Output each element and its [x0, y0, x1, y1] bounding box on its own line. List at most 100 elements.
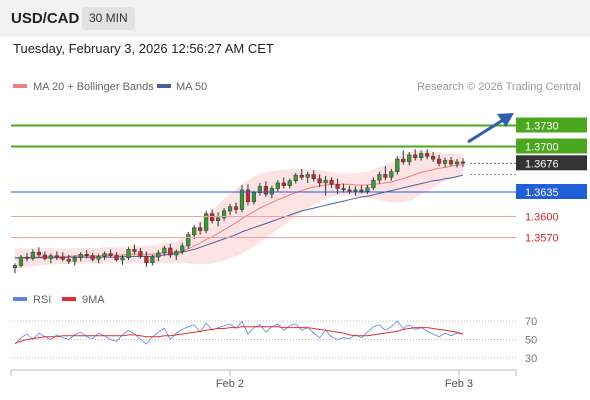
candle-body: [36, 251, 41, 256]
resistance-tag: [516, 117, 587, 133]
candle: [347, 185, 352, 195]
candle-body: [448, 160, 454, 165]
rsi-tick-label: 50: [525, 335, 537, 347]
candle-body: [263, 186, 268, 195]
candle-body: [24, 256, 30, 259]
candle-body: [437, 158, 442, 164]
candle: [72, 255, 77, 266]
ma50-legend-label: MA 50: [176, 81, 207, 93]
candle: [198, 222, 203, 235]
candle: [395, 156, 400, 175]
rsi-panel: 70 50 30: [11, 316, 537, 365]
candle: [138, 248, 143, 259]
candle-body: [305, 174, 310, 178]
candle-body: [180, 245, 185, 252]
rsi-tick-label: 70: [525, 316, 537, 328]
candle: [425, 149, 430, 160]
bollinger-band-area: [15, 150, 463, 269]
candle: [377, 171, 382, 184]
candle-body: [239, 189, 245, 210]
candle-body: [168, 247, 173, 256]
candle: [108, 249, 113, 258]
candle-body: [114, 255, 119, 261]
candle-body: [269, 188, 274, 195]
ma9-legend-label: 9MA: [82, 294, 105, 306]
resistance-tag-label: 1.3700: [525, 142, 559, 154]
symbol-title: USD/CAD: [11, 10, 80, 27]
candle-body: [156, 252, 161, 258]
candle-body: [102, 253, 107, 257]
pivot-tag: [516, 184, 587, 199]
candle: [174, 249, 179, 260]
candle: [60, 252, 65, 262]
candle: [78, 252, 83, 262]
candle-body: [66, 258, 71, 262]
candle: [204, 210, 209, 234]
candle-body: [221, 210, 227, 219]
candle-body: [78, 254, 83, 259]
candle: [413, 149, 418, 161]
candle-body: [401, 158, 406, 163]
candle-body: [251, 192, 257, 203]
candle-body: [299, 174, 304, 178]
candle-body: [335, 184, 340, 189]
candle-body: [54, 255, 59, 258]
level-1.3700: 1.3700: [11, 138, 587, 154]
candle-body: [425, 153, 430, 157]
candle: [442, 157, 448, 168]
candle-body: [126, 249, 131, 259]
candle-body: [413, 154, 418, 158]
candle: [120, 255, 125, 265]
candle-body: [317, 178, 322, 184]
candle-body: [293, 174, 298, 182]
rsi-legend-label: RSI: [33, 294, 51, 306]
candle: [437, 154, 442, 167]
bollinger-bands: [15, 150, 463, 269]
candle-body: [72, 257, 77, 262]
candle-body: [204, 213, 209, 231]
candle-body: [42, 254, 47, 259]
candle: [114, 252, 119, 262]
candle: [299, 168, 304, 181]
candle-body: [60, 256, 65, 260]
candle: [66, 255, 71, 265]
candle: [156, 250, 161, 262]
candle-body: [442, 160, 448, 164]
candle: [419, 150, 424, 161]
level-1.3570: 1.3570: [11, 233, 559, 245]
candle: [215, 212, 221, 227]
candle-body: [347, 189, 352, 192]
candle-body: [30, 251, 36, 259]
candle-body: [96, 256, 101, 260]
candle: [311, 170, 316, 182]
candle-body: [341, 188, 346, 191]
candle: [12, 263, 18, 274]
candle: [90, 252, 95, 262]
candle-body: [431, 156, 436, 160]
candle-body: [132, 249, 137, 252]
candle-body: [186, 234, 191, 247]
candle: [221, 208, 227, 221]
candle: [275, 180, 280, 192]
timeframe-button[interactable]: 30 MIN: [82, 7, 135, 30]
credit-label: Research © 2026 Trading Central: [417, 81, 581, 93]
candle-body: [353, 189, 358, 192]
candle: [329, 177, 334, 188]
candle: [192, 224, 197, 239]
candle-body: [174, 251, 179, 256]
candle: [383, 166, 388, 181]
rsi-tick-label: 30: [525, 353, 537, 365]
rsi-ma9-line: [14, 326, 464, 344]
candle-body: [227, 206, 233, 212]
candle-body: [407, 154, 412, 163]
rsi-line: [14, 320, 464, 345]
candle-body: [138, 251, 143, 257]
candle-body: [233, 206, 239, 210]
candle-body: [215, 217, 221, 221]
candle-body: [108, 253, 113, 256]
candle: [401, 150, 406, 165]
candle: [144, 251, 149, 267]
candle: [180, 243, 185, 255]
